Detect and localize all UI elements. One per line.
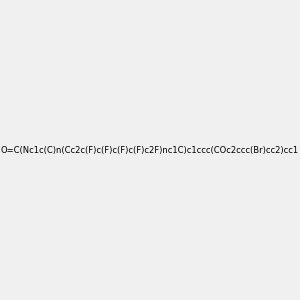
Text: O=C(Nc1c(C)n(Cc2c(F)c(F)c(F)c(F)c2F)nc1C)c1ccc(COc2ccc(Br)cc2)cc1: O=C(Nc1c(C)n(Cc2c(F)c(F)c(F)c(F)c2F)nc1C… bbox=[1, 146, 299, 154]
